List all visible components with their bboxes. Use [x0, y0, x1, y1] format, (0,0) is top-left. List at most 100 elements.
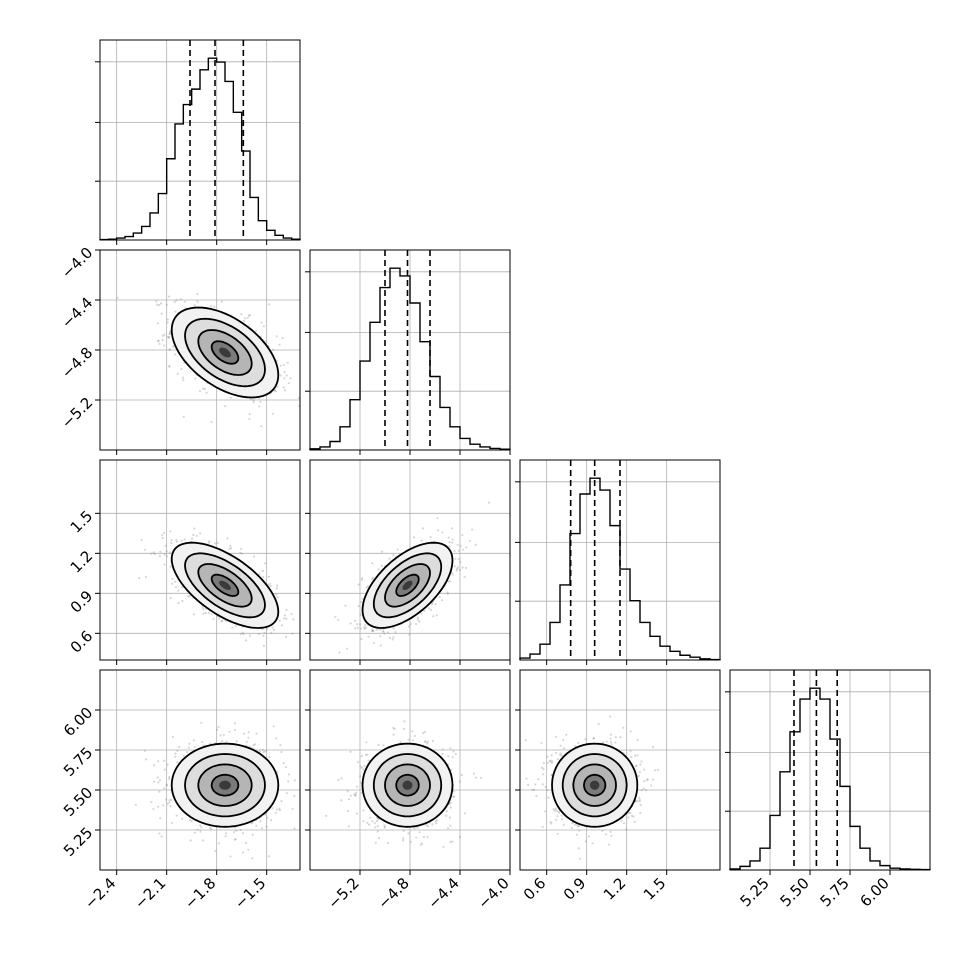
sample-point: [447, 536, 450, 539]
sample-point: [251, 833, 254, 836]
sample-point: [171, 735, 174, 739]
sample-point: [426, 742, 429, 745]
sample-point: [243, 317, 246, 320]
sample-point: [374, 841, 377, 844]
sample-point: [361, 577, 364, 580]
sample-point: [259, 400, 262, 403]
sample-point: [216, 542, 219, 545]
sample-point: [255, 329, 258, 332]
sample-point: [550, 773, 553, 777]
sample-point: [463, 575, 466, 579]
sample-point: [359, 765, 362, 768]
sample-point: [436, 819, 439, 822]
sample-point: [262, 644, 265, 648]
sample-point: [229, 396, 232, 399]
sample-point: [420, 539, 423, 542]
sample-point: [356, 623, 359, 626]
contour-line: [395, 773, 420, 797]
sample-point: [357, 583, 360, 586]
sample-point: [374, 826, 377, 829]
sample-point: [269, 819, 273, 822]
panel-4-3: [515, 669, 721, 875]
sample-point: [388, 636, 392, 640]
sample-point: [159, 817, 162, 820]
sample-point: [165, 784, 168, 787]
sample-point: [283, 370, 286, 374]
sample-point: [380, 550, 384, 553]
sample-point: [166, 335, 169, 338]
panel-content: [334, 501, 491, 654]
sample-point: [231, 626, 234, 629]
sample-point: [427, 607, 430, 610]
sample-point: [364, 626, 367, 629]
sample-point: [285, 374, 288, 377]
sample-point: [153, 764, 156, 767]
sample-point: [210, 420, 213, 424]
sample-point: [646, 779, 649, 782]
sample-point: [258, 405, 261, 408]
sample-point: [193, 527, 196, 530]
sample-point: [166, 802, 169, 805]
sample-point: [454, 752, 457, 756]
sample-point: [456, 543, 459, 546]
panel-2-1: [95, 249, 306, 455]
sample-point: [210, 828, 213, 831]
sample-point: [268, 756, 271, 759]
sample-point: [158, 303, 161, 307]
sample-point: [458, 836, 462, 839]
sample-point: [169, 597, 172, 600]
sample-point: [334, 615, 337, 618]
sample-point: [426, 825, 430, 828]
sample-point: [392, 726, 395, 730]
sample-point: [642, 787, 645, 790]
sample-point: [376, 830, 379, 833]
sample-point: [183, 538, 186, 541]
sample-point: [233, 838, 236, 841]
sample-point: [252, 401, 255, 404]
sample-point: [434, 820, 437, 823]
sample-point: [272, 725, 275, 728]
sample-point: [355, 785, 358, 788]
sample-point: [248, 417, 251, 420]
sample-point: [464, 566, 468, 570]
sample-point: [371, 578, 374, 581]
sample-point: [174, 310, 177, 313]
sample-point: [163, 553, 166, 556]
sample-point: [170, 539, 173, 542]
panel-4-2: [305, 669, 511, 875]
contour-line: [372, 552, 443, 619]
sample-point: [475, 776, 478, 779]
sample-point: [403, 720, 406, 723]
sample-point: [420, 842, 424, 845]
sample-point: [143, 749, 146, 752]
sample-point: [171, 582, 174, 585]
sample-point: [414, 734, 417, 738]
sample-point: [537, 778, 540, 781]
sample-point: [247, 731, 250, 734]
panel-frame: [99, 249, 301, 451]
sample-point: [271, 348, 275, 351]
sample-point: [360, 754, 363, 758]
sample-point: [394, 631, 397, 634]
sample-point: [161, 536, 164, 540]
sample-point: [241, 631, 244, 634]
sample-point: [166, 321, 169, 324]
sample-point: [371, 629, 374, 633]
sample-point: [304, 359, 306, 361]
sample-point: [246, 316, 249, 319]
density-fill: [219, 780, 231, 790]
sample-point: [175, 814, 178, 817]
sample-point: [290, 612, 293, 616]
sample-point: [191, 537, 194, 540]
sample-point: [228, 730, 231, 733]
sample-point: [362, 768, 365, 771]
sample-point: [169, 805, 172, 808]
sample-point: [260, 321, 263, 324]
sample-point: [638, 771, 642, 774]
sample-point: [437, 529, 440, 532]
sample-point: [152, 551, 155, 554]
sample-point: [359, 775, 362, 778]
sample-point: [452, 795, 455, 798]
sample-point: [340, 799, 343, 802]
